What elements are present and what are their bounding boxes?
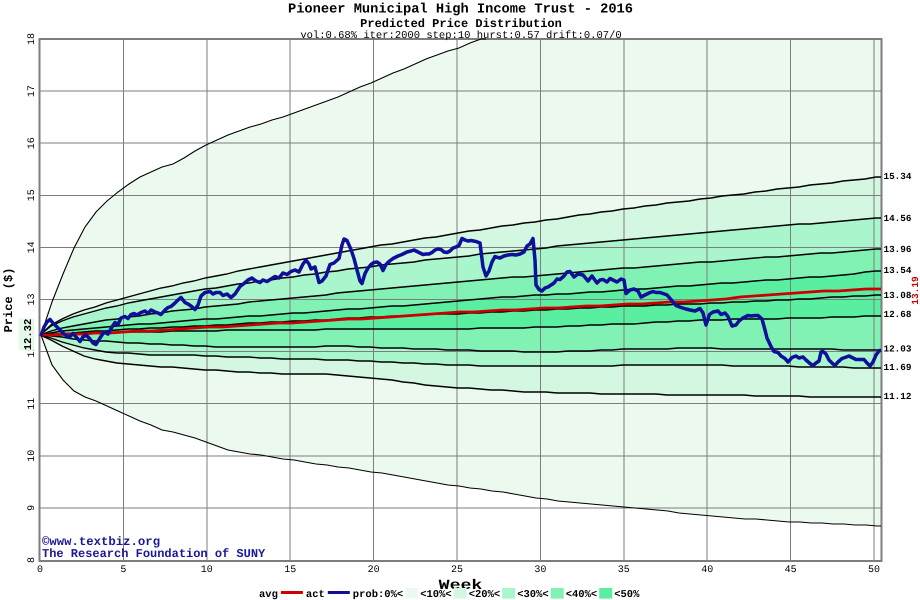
svg-text:14.56: 14.56	[884, 213, 912, 224]
svg-text:<30%<: <30%<	[517, 589, 549, 600]
svg-text:13: 13	[27, 293, 38, 305]
svg-text:0: 0	[37, 565, 43, 576]
svg-text:Pioneer Municipal High Income: Pioneer Municipal High Income Trust - 20…	[288, 3, 633, 18]
svg-text:11: 11	[27, 398, 38, 410]
svg-text:avg: avg	[259, 589, 278, 600]
svg-text:20: 20	[368, 565, 380, 576]
svg-text:15: 15	[27, 189, 38, 201]
svg-text:12.03: 12.03	[884, 343, 912, 354]
svg-text:12.32: 12.32	[23, 319, 35, 351]
svg-text:<40%<: <40%<	[566, 589, 598, 600]
svg-text:5: 5	[120, 565, 126, 576]
svg-text:17: 17	[27, 85, 38, 97]
svg-text:25: 25	[451, 565, 463, 576]
svg-text:16: 16	[27, 137, 38, 149]
svg-text:<20%<: <20%<	[469, 589, 501, 600]
svg-text:vol:0.68% iter:2000 step:10 hu: vol:0.68% iter:2000 step:10 hurst:0.57 d…	[300, 30, 621, 42]
svg-text:<10%<: <10%<	[420, 589, 452, 600]
svg-text:15.34: 15.34	[884, 171, 912, 182]
svg-text:15: 15	[284, 565, 296, 576]
svg-text:13.08: 13.08	[884, 290, 912, 301]
svg-text:14: 14	[27, 241, 38, 253]
svg-text:11.69: 11.69	[884, 362, 912, 373]
svg-text:8: 8	[27, 557, 38, 563]
svg-text:13.96: 13.96	[884, 244, 912, 255]
svg-text:35: 35	[618, 565, 630, 576]
svg-text:12.68: 12.68	[884, 309, 912, 320]
svg-text:Predicted Price Distribution: Predicted Price Distribution	[360, 17, 562, 31]
svg-text:Week: Week	[439, 578, 483, 594]
svg-text:50: 50	[868, 565, 880, 576]
svg-text:40: 40	[701, 565, 713, 576]
svg-text:30: 30	[534, 565, 546, 576]
svg-text:act: act	[306, 589, 325, 600]
svg-text:18: 18	[27, 33, 38, 45]
svg-text:©www.textbiz.org: ©www.textbiz.org	[42, 535, 160, 549]
svg-text:45: 45	[785, 565, 797, 576]
svg-text:prob:0%<: prob:0%<	[353, 589, 403, 600]
svg-text:The Research Foundation of SUN: The Research Foundation of SUNY	[42, 547, 266, 561]
svg-text:11.12: 11.12	[884, 391, 912, 402]
svg-text:12: 12	[27, 346, 38, 358]
svg-text:10: 10	[201, 565, 213, 576]
svg-text:10: 10	[27, 450, 38, 462]
svg-text:13.54: 13.54	[884, 265, 912, 276]
svg-text:13.19: 13.19	[910, 276, 920, 305]
svg-text:9: 9	[27, 505, 38, 511]
svg-text:Price ($): Price ($)	[2, 268, 16, 333]
svg-text:<50%: <50%	[614, 589, 640, 600]
